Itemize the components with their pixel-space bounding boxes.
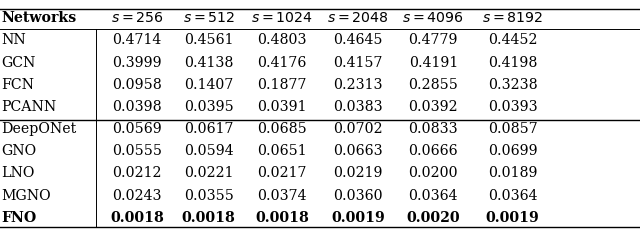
Text: $s = 2048$: $s = 2048$ [327, 11, 388, 25]
Text: 0.4198: 0.4198 [488, 55, 538, 70]
Text: 0.0360: 0.0360 [333, 189, 383, 203]
Text: 0.4803: 0.4803 [257, 33, 307, 47]
Text: 0.0018: 0.0018 [110, 211, 164, 225]
Text: 0.0364: 0.0364 [488, 189, 538, 203]
Text: 0.0019: 0.0019 [331, 211, 385, 225]
Text: $s = 512$: $s = 512$ [182, 11, 235, 25]
Text: $s = 4096$: $s = 4096$ [403, 11, 464, 25]
Text: 0.0018: 0.0018 [255, 211, 309, 225]
Text: 0.0857: 0.0857 [488, 122, 538, 136]
Text: $s = 8192$: $s = 8192$ [482, 11, 543, 25]
Text: 0.0702: 0.0702 [333, 122, 383, 136]
Text: NN: NN [1, 33, 26, 47]
Text: 0.3238: 0.3238 [488, 78, 538, 92]
Text: 0.0617: 0.0617 [184, 122, 234, 136]
Text: LNO: LNO [1, 166, 35, 181]
Text: 0.0392: 0.0392 [408, 100, 458, 114]
Text: FCN: FCN [1, 78, 35, 92]
Text: 0.0391: 0.0391 [257, 100, 307, 114]
Text: 0.0685: 0.0685 [257, 122, 307, 136]
Text: 0.0666: 0.0666 [408, 144, 458, 158]
Text: 0.0018: 0.0018 [182, 211, 236, 225]
Text: GCN: GCN [1, 55, 36, 70]
Text: 0.0219: 0.0219 [333, 166, 383, 181]
Text: 0.3999: 0.3999 [112, 55, 162, 70]
Text: 0.0958: 0.0958 [112, 78, 162, 92]
Text: 0.2313: 0.2313 [333, 78, 383, 92]
Text: DeepONet: DeepONet [1, 122, 77, 136]
Text: 0.0200: 0.0200 [408, 166, 458, 181]
Text: 0.0555: 0.0555 [112, 144, 162, 158]
Text: 0.0189: 0.0189 [488, 166, 538, 181]
Text: 0.2855: 0.2855 [408, 78, 458, 92]
Text: $s = 1024$: $s = 1024$ [252, 11, 313, 25]
Text: 0.0569: 0.0569 [112, 122, 162, 136]
Text: 0.0374: 0.0374 [257, 189, 307, 203]
Text: 0.0221: 0.0221 [184, 166, 234, 181]
Text: 0.4645: 0.4645 [333, 33, 383, 47]
Text: 0.1877: 0.1877 [257, 78, 307, 92]
Text: MGNO: MGNO [1, 189, 51, 203]
Text: 0.0594: 0.0594 [184, 144, 234, 158]
Text: 0.0699: 0.0699 [488, 144, 538, 158]
Text: 0.0217: 0.0217 [257, 166, 307, 181]
Text: 0.4191: 0.4191 [409, 55, 458, 70]
Text: 0.4561: 0.4561 [184, 33, 234, 47]
Text: 0.0019: 0.0019 [486, 211, 540, 225]
Text: 0.4157: 0.4157 [333, 55, 383, 70]
Text: GNO: GNO [1, 144, 36, 158]
Text: 0.0020: 0.0020 [406, 211, 460, 225]
Text: 0.0393: 0.0393 [488, 100, 538, 114]
Text: Networks: Networks [1, 11, 77, 25]
Text: 0.0383: 0.0383 [333, 100, 383, 114]
Text: 0.4176: 0.4176 [257, 55, 307, 70]
Text: 0.0395: 0.0395 [184, 100, 234, 114]
Text: 0.0243: 0.0243 [112, 189, 162, 203]
Text: 0.0364: 0.0364 [408, 189, 458, 203]
Text: $s = 256$: $s = 256$ [111, 11, 163, 25]
Text: 0.0398: 0.0398 [112, 100, 162, 114]
Text: PCANN: PCANN [1, 100, 56, 114]
Text: 0.0212: 0.0212 [112, 166, 162, 181]
Text: 0.4714: 0.4714 [113, 33, 161, 47]
Text: 0.4779: 0.4779 [408, 33, 458, 47]
Text: 0.4138: 0.4138 [184, 55, 234, 70]
Text: 0.1407: 0.1407 [184, 78, 234, 92]
Text: 0.0833: 0.0833 [408, 122, 458, 136]
Text: 0.4452: 0.4452 [488, 33, 538, 47]
Text: 0.0663: 0.0663 [333, 144, 383, 158]
Text: 0.0651: 0.0651 [257, 144, 307, 158]
Text: 0.0355: 0.0355 [184, 189, 234, 203]
Text: FNO: FNO [1, 211, 36, 225]
